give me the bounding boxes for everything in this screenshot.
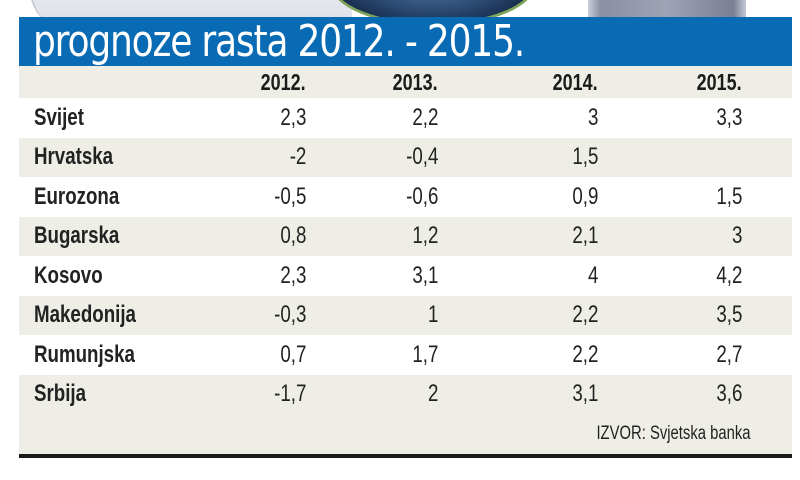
value-cell: 1,7 xyxy=(411,340,438,368)
header-2014: 2014. xyxy=(553,68,598,95)
growth-forecast-table-container: prognoze rasta 2012. - 2015. 2012. 2013.… xyxy=(19,17,792,458)
value-cell: 3,1 xyxy=(571,380,598,408)
value-cell: 3 xyxy=(731,222,742,250)
value-cell: -0,4 xyxy=(405,143,438,171)
value-cell: 2,3 xyxy=(279,261,306,289)
value-cell: 3 xyxy=(587,103,598,131)
table-row: Bugarska 0,8 1,2 2,1 3 xyxy=(19,216,792,256)
table-row: Eurozona -0,5 -0,6 0,9 1,5 xyxy=(19,177,792,217)
header-2013: 2013. xyxy=(393,68,438,95)
value-cell: -0,6 xyxy=(405,182,438,210)
value-cell: 3,1 xyxy=(411,261,438,289)
country-name: Srbija xyxy=(34,380,87,408)
value-cell: 2,2 xyxy=(571,301,598,329)
value-cell: 1,5 xyxy=(571,143,598,171)
value-cell: 3,5 xyxy=(715,301,742,329)
value-cell: 2,2 xyxy=(571,340,598,368)
country-name: Eurozona xyxy=(34,182,120,210)
bottom-rule xyxy=(19,454,792,458)
value-cell: 2 xyxy=(427,380,438,408)
value-cell: -2 xyxy=(289,143,306,171)
growth-forecast-table: 2012. 2013. 2014. 2015. Svijet 2,3 2,2 3… xyxy=(19,66,792,454)
table-row: Hrvatska -2 -0,4 1,5 xyxy=(19,137,792,178)
value-cell: 4 xyxy=(587,261,598,289)
country-name: Svijet xyxy=(34,103,84,131)
country-name: Kosovo xyxy=(34,261,103,289)
value-cell: 1,2 xyxy=(411,222,438,250)
value-cell: 1,5 xyxy=(715,182,742,210)
value-cell xyxy=(598,138,742,178)
value-cell: -0,5 xyxy=(273,182,306,210)
illustration-device xyxy=(588,0,746,20)
country-name: Bugarska xyxy=(34,222,120,250)
value-cell: 0,7 xyxy=(279,340,306,368)
table-title: prognoze rasta 2012. - 2015. xyxy=(33,17,525,66)
table-row: Kosovo 2,3 3,1 4 4,2 xyxy=(19,256,792,296)
value-cell: 2,2 xyxy=(411,103,438,131)
value-cell: 2,7 xyxy=(715,340,742,368)
country-name: Hrvatska xyxy=(34,143,114,171)
value-cell: 4,2 xyxy=(715,261,742,289)
value-cell: 0,8 xyxy=(279,222,306,250)
value-cell: 1 xyxy=(427,301,438,329)
value-cell: 2,1 xyxy=(571,222,598,250)
country-name: Rumunjska xyxy=(34,340,135,368)
header-row: 2012. 2013. 2014. 2015. xyxy=(19,66,792,98)
source-row: IZVOR: Svjetska banka xyxy=(19,414,792,454)
table-row: Makedonija -0,3 1 2,2 3,5 xyxy=(19,295,792,335)
value-cell: 3,3 xyxy=(715,103,742,131)
header-2012: 2012. xyxy=(261,68,306,95)
table-row: Svijet 2,3 2,2 3 3,3 xyxy=(19,98,792,138)
country-name: Makedonija xyxy=(34,301,136,329)
value-cell: 0,9 xyxy=(571,182,598,210)
header-country xyxy=(19,66,204,98)
header-2015: 2015. xyxy=(697,68,742,95)
table-title-banner: prognoze rasta 2012. - 2015. xyxy=(19,17,792,66)
decorative-illustration xyxy=(0,0,800,20)
source-note: IZVOR: Svjetska banka xyxy=(19,414,792,454)
value-cell: -1,7 xyxy=(273,380,306,408)
value-cell: -0,3 xyxy=(273,301,306,329)
table-row: Srbija -1,7 2 3,1 3,6 xyxy=(19,374,792,414)
value-cell: 3,6 xyxy=(715,380,742,408)
table-row: Rumunjska 0,7 1,7 2,2 2,7 xyxy=(19,335,792,375)
value-cell: 2,3 xyxy=(279,103,306,131)
